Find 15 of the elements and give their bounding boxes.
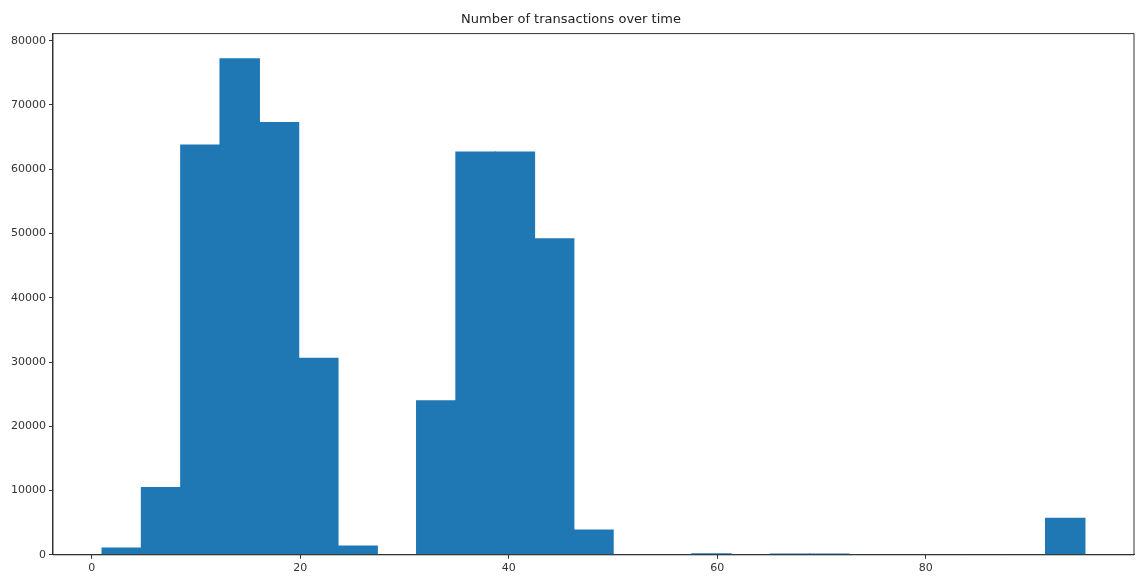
- y-tick-label: 0: [38, 547, 46, 561]
- x-tick-label: 40: [501, 561, 516, 575]
- x-tick-label: 20: [293, 561, 308, 575]
- y-tick-label: 70000: [10, 97, 46, 111]
- x-tick-label: 60: [710, 561, 725, 575]
- x-tick-label: 80: [918, 561, 933, 575]
- y-tick-label: 40000: [10, 290, 46, 304]
- y-tick-label: 50000: [10, 226, 46, 240]
- y-tick-label: 30000: [10, 354, 46, 368]
- y-tick-label: 20000: [10, 419, 46, 433]
- chart-title: Number of transactions over time: [461, 11, 681, 27]
- y-tick-label: 80000: [10, 33, 46, 47]
- y-tick-label: 10000: [10, 483, 46, 497]
- x-tick-label: 0: [88, 561, 96, 575]
- y-tick-label: 60000: [10, 162, 46, 176]
